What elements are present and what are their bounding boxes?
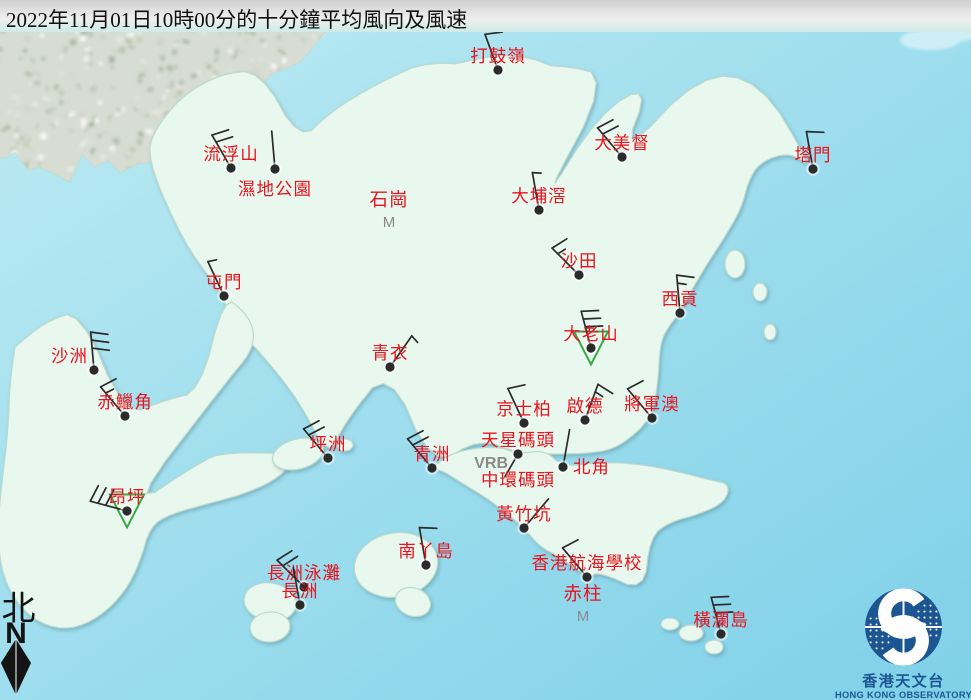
svg-text:香港天文台: 香港天文台 — [862, 672, 945, 690]
svg-text:流浮山: 流浮山 — [203, 144, 259, 164]
svg-text:大老山: 大老山 — [563, 324, 619, 344]
svg-text:京士柏: 京士柏 — [496, 399, 552, 419]
svg-text:長洲泳灘: 長洲泳灘 — [267, 563, 341, 583]
svg-text:塔門: 塔門 — [795, 145, 832, 165]
svg-text:沙田: 沙田 — [561, 251, 598, 271]
svg-text:坪洲: 坪洲 — [310, 434, 347, 454]
svg-text:橫瀾島: 橫瀾島 — [693, 610, 749, 630]
svg-text:香港航海學校: 香港航海學校 — [532, 553, 643, 573]
svg-text:青衣: 青衣 — [372, 343, 409, 363]
svg-text:打鼓嶺: 打鼓嶺 — [470, 46, 526, 66]
svg-text:啟德: 啟德 — [567, 396, 604, 416]
svg-text:南丫島: 南丫島 — [398, 541, 454, 561]
svg-text:沙洲: 沙洲 — [51, 346, 88, 366]
svg-text:大埔滘: 大埔滘 — [511, 186, 567, 206]
svg-text:昂坪: 昂坪 — [109, 487, 146, 507]
svg-text:石崗: 石崗 — [369, 190, 408, 211]
svg-text:將軍澳: 將軍澳 — [624, 394, 680, 414]
svg-text:北角: 北角 — [573, 457, 610, 477]
svg-text:天星碼頭: 天星碼頭 — [481, 430, 555, 450]
svg-text:M: M — [383, 214, 396, 231]
svg-text:長洲: 長洲 — [282, 581, 319, 601]
svg-text:青洲: 青洲 — [414, 444, 451, 464]
svg-text:M: M — [577, 608, 590, 625]
svg-text:西貢: 西貢 — [662, 289, 699, 309]
svg-text:大美督: 大美督 — [594, 133, 650, 153]
svg-text:赤柱: 赤柱 — [563, 584, 602, 605]
svg-text:赤鱲角: 赤鱲角 — [97, 392, 153, 412]
svg-text:中環碼頭: 中環碼頭 — [481, 470, 555, 490]
svg-text:HONG KONG OBSERVATORY: HONG KONG OBSERVATORY — [835, 690, 971, 700]
svg-text:屯門: 屯門 — [206, 272, 243, 292]
svg-text:黃竹坑: 黃竹坑 — [496, 504, 552, 524]
svg-text:濕地公園: 濕地公園 — [238, 179, 312, 199]
